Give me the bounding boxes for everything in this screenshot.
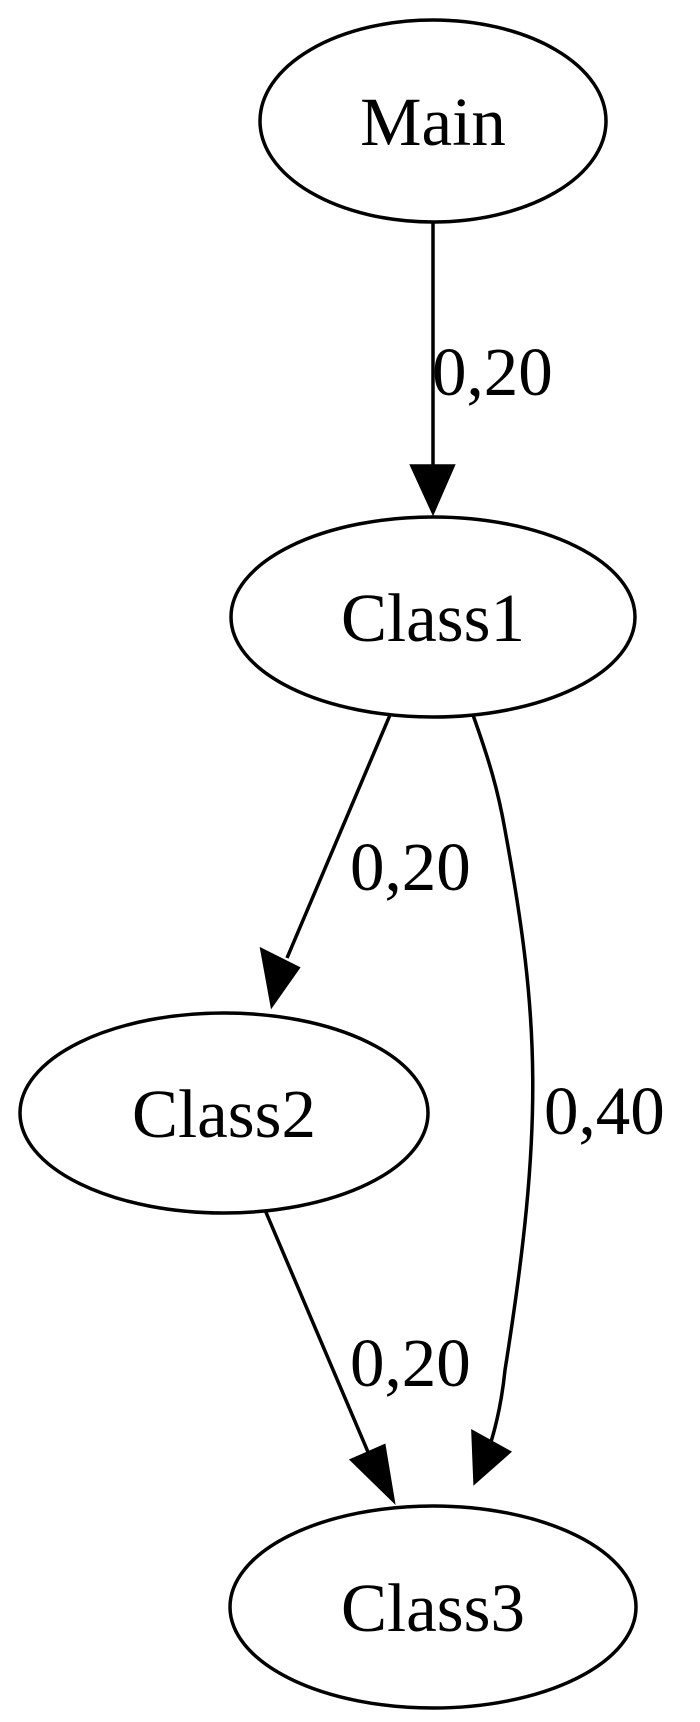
edge-label-main-class1: 0,20 xyxy=(432,334,553,410)
arrowhead-icon xyxy=(471,1428,513,1486)
edge-label-class2-class3: 0,20 xyxy=(350,1325,471,1401)
edge-label-class1-class3: 0,40 xyxy=(544,1073,665,1149)
edge-class2-class3: 0,20 xyxy=(263,1209,471,1505)
arrowhead-icon xyxy=(409,464,456,517)
node-class2: Class2 xyxy=(18,1011,430,1215)
edge-class1-class2: 0,20 xyxy=(259,714,471,1010)
edge-main-class1: 0,20 xyxy=(409,222,553,517)
arrowhead-icon xyxy=(348,1443,396,1505)
arrowhead-icon xyxy=(259,946,301,1010)
node-label-class3: Class3 xyxy=(341,1570,525,1646)
node-label-class2: Class2 xyxy=(132,1076,316,1152)
node-main: Main xyxy=(258,18,608,224)
node-class3: Class3 xyxy=(228,1504,638,1710)
node-label-class1: Class1 xyxy=(341,580,525,656)
node-class1: Class1 xyxy=(229,515,637,719)
node-label-main: Main xyxy=(360,84,506,160)
edge-class1-class3: 0,40 xyxy=(471,714,665,1486)
edge-label-class1-class2: 0,20 xyxy=(350,829,471,905)
